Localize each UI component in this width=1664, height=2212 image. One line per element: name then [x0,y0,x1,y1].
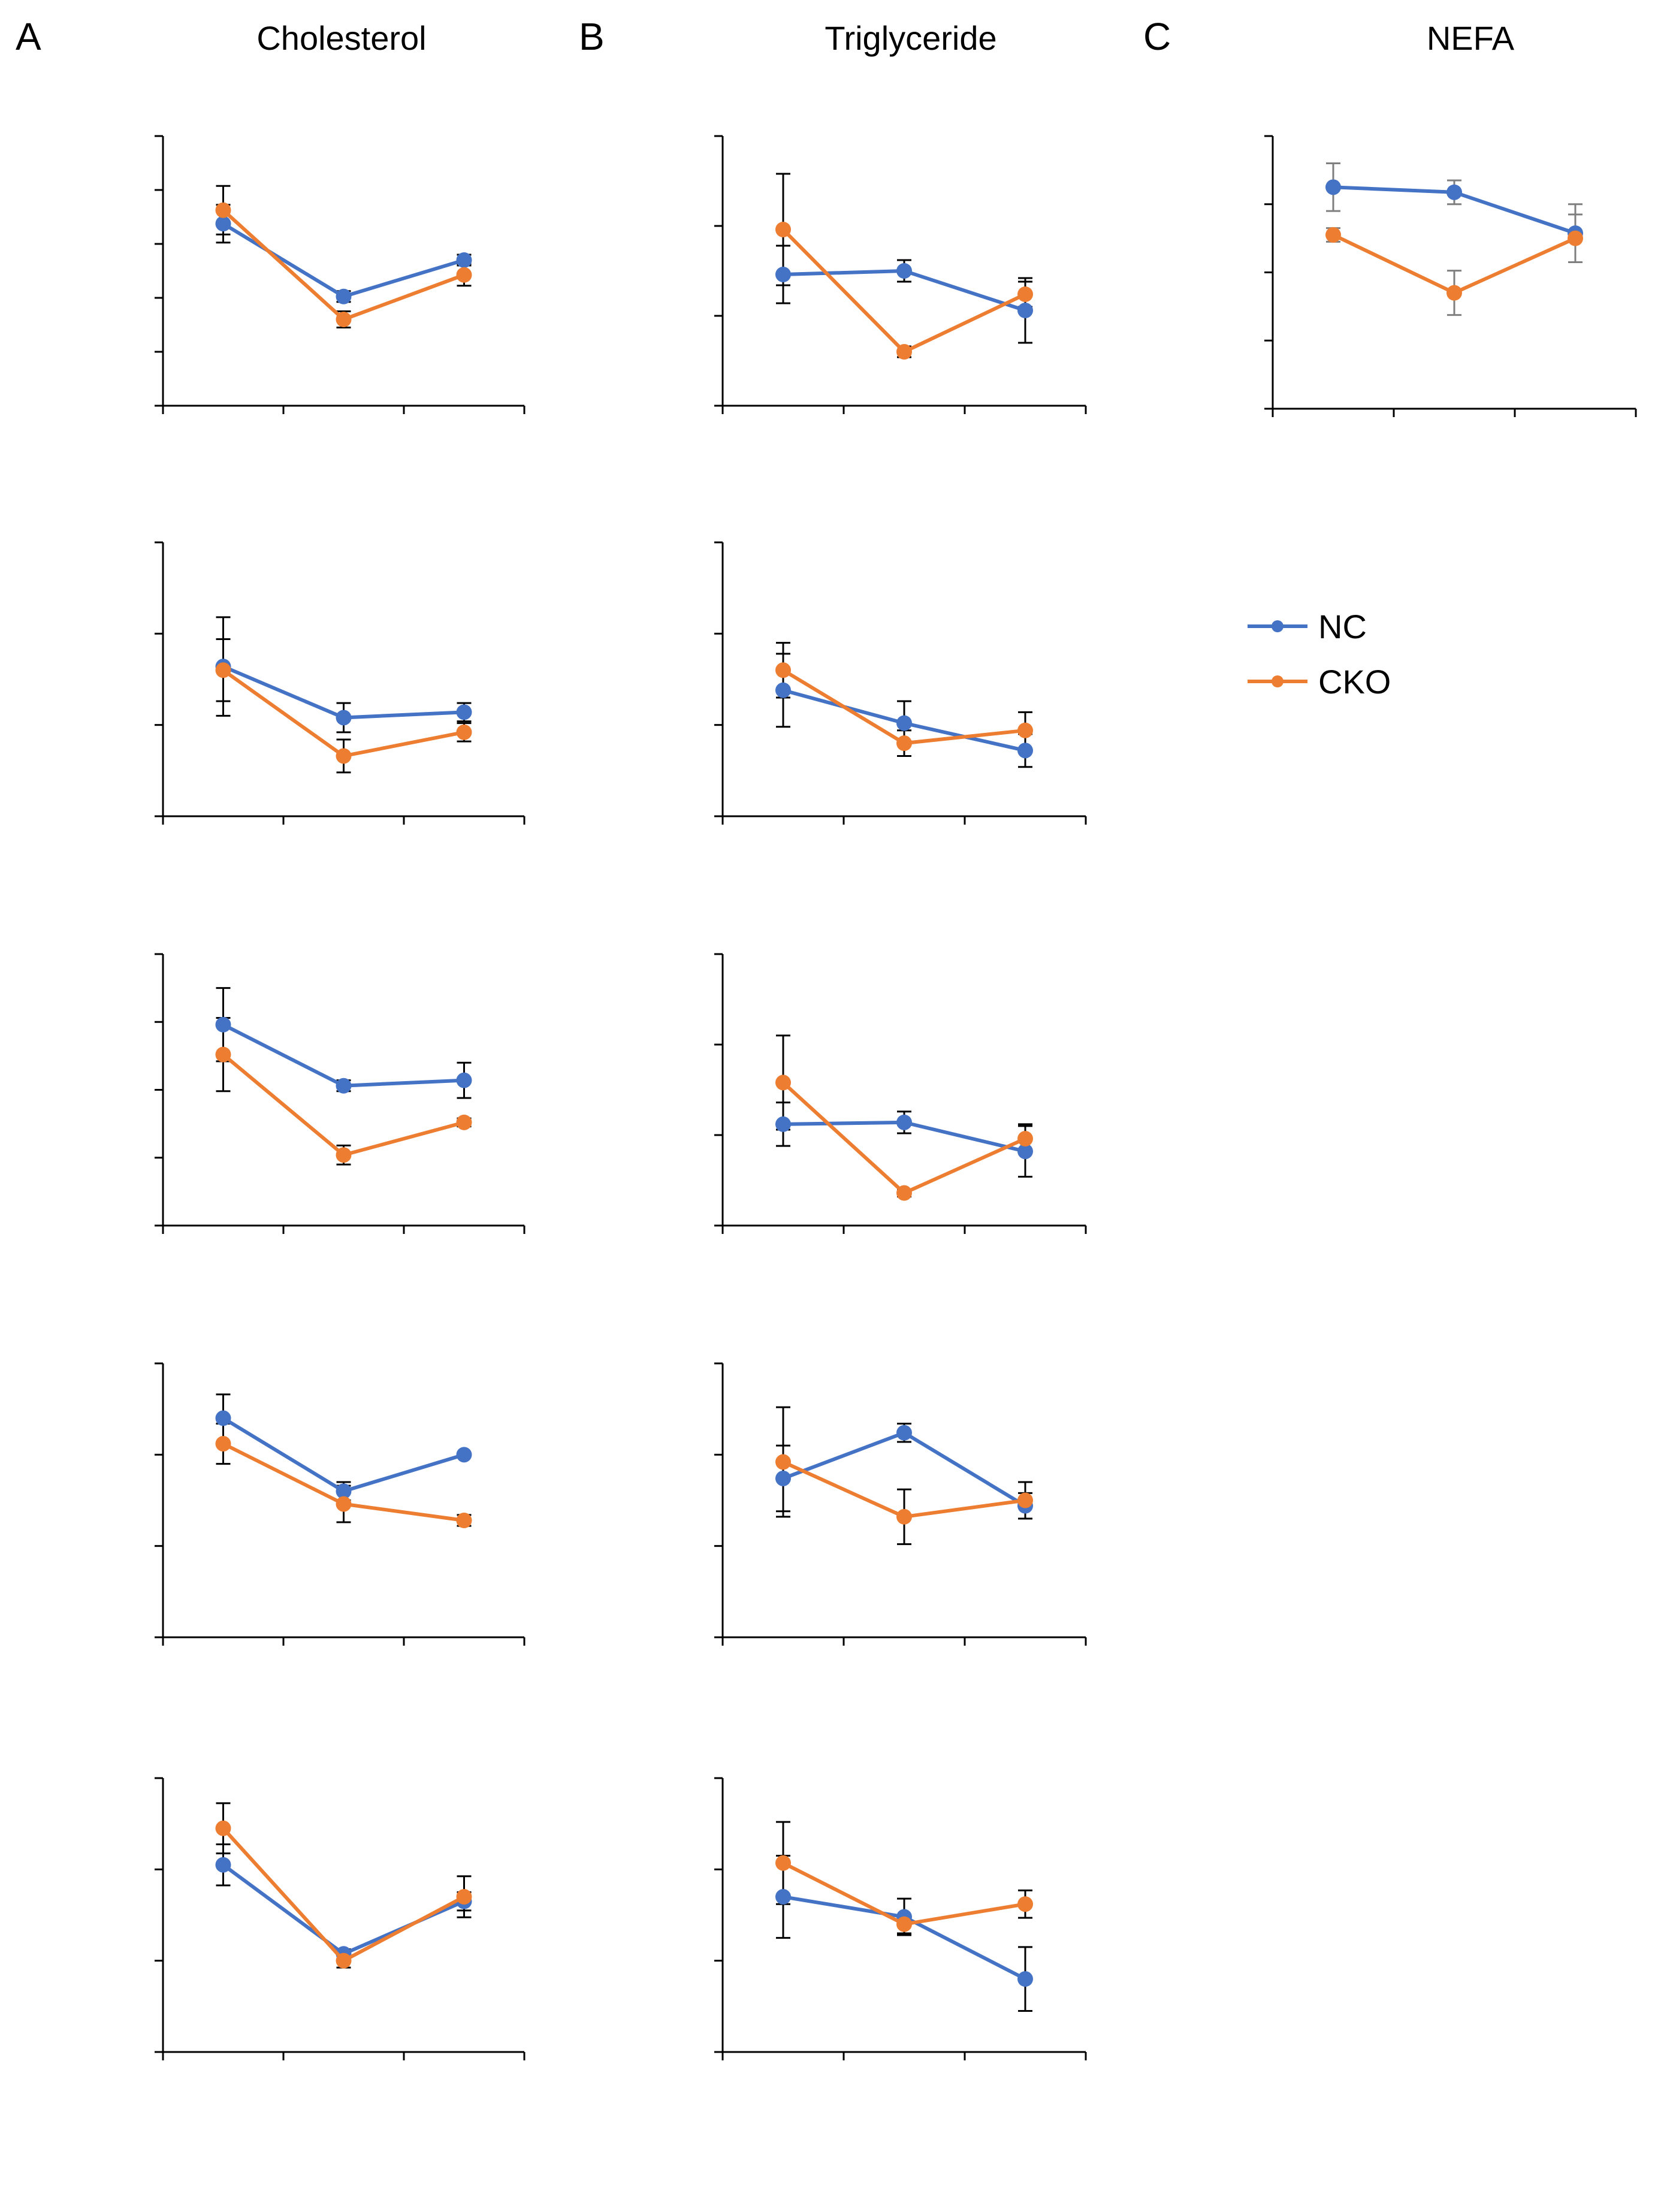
data-point-cko [336,1496,352,1512]
data-point-cko [456,1513,472,1529]
data-point-nc [775,1470,791,1486]
data-point-nc [775,682,791,698]
data-point-cko [1017,1896,1033,1912]
data-point-nc [215,1857,231,1873]
data-point-cko [775,662,791,678]
panel-b-title: Triglyceride [825,19,996,57]
panel-c-title: NEFA [1427,19,1515,57]
data-point-nc [215,1410,231,1426]
data-point-nc [336,1483,352,1499]
data-point-nc [775,1116,791,1132]
panel-a-letter: A [16,15,41,58]
data-point-cko [896,1508,912,1525]
data-point-nc [1017,1971,1033,1987]
legend-entry-cko: CKO [1248,663,1391,701]
panel-c-letter: C [1143,15,1171,58]
data-point-cko [896,1916,912,1932]
data-point-cko [456,267,472,283]
data-point-cko [775,1454,791,1470]
data-point-nc [336,710,352,726]
data-point-cko [1017,1492,1033,1508]
data-point-cko [775,1855,791,1871]
data-point-cko [1017,1131,1033,1147]
chart-cholesterol-total [155,135,526,414]
legend-marker-cko [1272,675,1284,687]
data-point-cko [1325,227,1341,243]
data-point-nc [456,1072,472,1088]
chart-triglyceride-vldl [714,953,1087,1234]
data-point-nc [456,704,472,720]
chart-nefa-total [1264,135,1637,417]
chart-cholesterol-vldl [155,953,526,1234]
data-point-cko [1446,285,1462,301]
chart-triglyceride-chylomicron [714,541,1087,825]
chart-triglyceride-hdl [714,1777,1087,2060]
chart-cholesterol-chylomicron [155,541,526,825]
data-point-cko [775,1075,791,1091]
chart-cholesterol-ldl [155,1362,526,1646]
data-point-nc [336,1078,352,1094]
legend-label-cko: CKO [1318,663,1391,701]
data-point-cko [456,1889,472,1905]
data-point-nc [775,1889,791,1905]
data-point-nc [215,1016,231,1033]
data-point-nc [456,1447,472,1463]
data-point-cko [215,1436,231,1452]
data-point-cko [215,662,231,678]
data-point-nc [336,288,352,304]
data-point-cko [336,312,352,327]
data-point-cko [215,1046,231,1063]
data-point-nc [1017,303,1033,318]
data-point-cko [1017,286,1033,302]
data-point-cko [215,202,231,218]
chart-triglyceride-total [714,135,1087,414]
legend-label-nc: NC [1318,608,1367,645]
data-point-cko [336,1147,352,1163]
data-point-cko [896,1185,912,1201]
legend-marker-nc [1272,620,1284,632]
data-point-nc [1017,1143,1033,1160]
data-point-cko [456,724,472,740]
data-point-cko [1017,722,1033,738]
data-point-nc [1017,743,1033,759]
data-point-cko [775,222,791,237]
chart-triglyceride-ldl [714,1362,1087,1646]
data-point-nc [456,252,472,268]
data-point-cko [1568,230,1583,246]
panel-b-letter: B [579,15,605,58]
panel-a-title: Cholesterol [256,19,426,57]
data-point-nc [896,715,912,731]
legend: NC CKO [1248,608,1391,701]
data-point-nc [775,267,791,282]
legend-entry-nc: NC [1248,608,1367,645]
data-point-cko [896,344,912,360]
data-point-nc [896,1114,912,1130]
data-point-cko [896,735,912,752]
data-point-nc [896,1425,912,1441]
data-point-cko [336,1953,352,1969]
data-point-cko [215,1820,231,1836]
data-point-cko [336,748,352,764]
data-point-nc [215,216,231,232]
chart-cholesterol-hdl [155,1777,526,2060]
data-point-nc [1325,179,1341,195]
data-point-nc [1446,184,1462,200]
data-point-cko [456,1114,472,1130]
data-point-nc [896,263,912,279]
